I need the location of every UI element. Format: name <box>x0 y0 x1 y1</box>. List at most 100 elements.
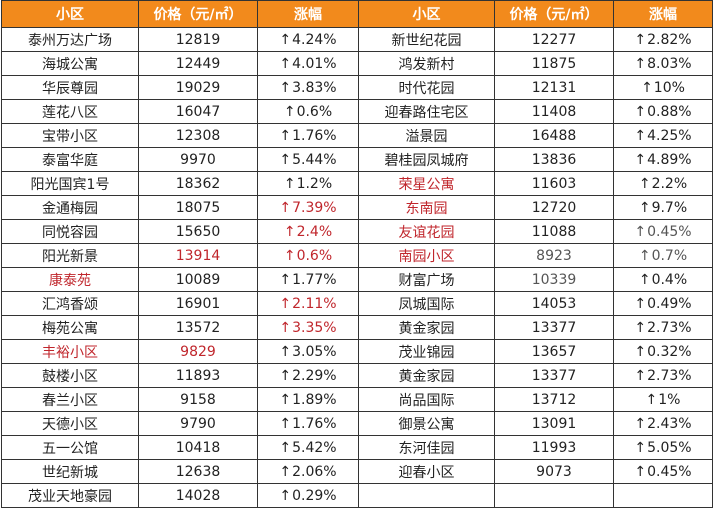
community-name-right: 时代花园 <box>358 75 495 100</box>
rise-cell-right: ↑0.45% <box>613 219 713 244</box>
community-name-right: 凤城国际 <box>358 291 495 316</box>
price-cell-left: 9829 <box>138 339 258 364</box>
up-arrow-icon: ↑ <box>634 55 647 72</box>
price-cell-left: 13914 <box>138 243 258 268</box>
price-cell-left: 9158 <box>138 387 258 412</box>
rise-value: 0.49% <box>647 295 692 312</box>
rise-value: 5.05% <box>647 439 692 456</box>
price-cell-left: 16047 <box>138 99 258 124</box>
community-name-left: 康泰苑 <box>1 267 139 292</box>
up-arrow-icon: ↑ <box>638 175 651 192</box>
up-arrow-icon: ↑ <box>283 223 296 240</box>
rise-cell-left: ↑4.24% <box>257 27 359 52</box>
price-cell-right: 11408 <box>494 99 614 124</box>
community-name-left: 五一公馆 <box>1 435 139 460</box>
rise-cell-right: ↑0.49% <box>613 291 713 316</box>
price-cell-left: 14028 <box>138 483 258 508</box>
community-name-right: 鸿发新村 <box>358 51 495 76</box>
community-name-right: 荣星公寓 <box>358 171 495 196</box>
rise-cell-right: ↑4.25% <box>613 123 713 148</box>
rise-cell-left: ↑5.42% <box>257 435 359 460</box>
table-row: 春兰小区 9158 ↑1.89% 尚品国际 13712 ↑1% <box>1 387 713 412</box>
up-arrow-icon: ↑ <box>279 31 292 48</box>
table-body: 泰州万达广场 12819 ↑4.24% 新世纪花园 12277 ↑2.82% 海城公寓 124… <box>1 27 713 508</box>
rise-cell-right: ↑10% <box>613 75 713 100</box>
community-name-right: 黄金家园 <box>358 363 495 388</box>
rise-cell-left: ↑3.83% <box>257 75 359 100</box>
header-community-left: 小区 <box>1 0 139 28</box>
rise-cell-right: ↑2.2% <box>613 171 713 196</box>
price-cell-left: 18362 <box>138 171 258 196</box>
table-row: 莲花八区 16047 ↑0.6% 迎春路住宅区 11408 ↑0.88% <box>1 99 713 124</box>
up-arrow-icon: ↑ <box>283 175 296 192</box>
rise-cell-right: ↑0.45% <box>613 459 713 484</box>
table-row: 阳光新景 13914 ↑0.6% 南园小区 8923 ↑0.7% <box>1 243 713 268</box>
rise-cell-right: ↑9.7% <box>613 195 713 220</box>
rise-value: 1.76% <box>292 127 337 144</box>
rise-value: 4.24% <box>292 31 337 48</box>
up-arrow-icon: ↑ <box>634 103 647 120</box>
price-cell-left: 13572 <box>138 315 258 340</box>
table-row: 五一公馆 10418 ↑5.42% 东河佳园 11993 ↑5.05% <box>1 435 713 460</box>
rise-value: 2.73% <box>647 367 692 384</box>
table-row: 鼓楼小区 11893 ↑2.29% 黄金家园 13377 ↑2.73% <box>1 363 713 388</box>
community-name-right: 御景公寓 <box>358 411 495 436</box>
community-name-right: 财富广场 <box>358 267 495 292</box>
up-arrow-icon: ↑ <box>279 391 292 408</box>
rise-value: 2.06% <box>292 463 337 480</box>
table-row: 天德小区 9790 ↑1.76% 御景公寓 13091 ↑2.43% <box>1 411 713 436</box>
community-name-left: 阳光国宾1号 <box>1 171 139 196</box>
price-cell-left: 12819 <box>138 27 258 52</box>
up-arrow-icon: ↑ <box>634 127 647 144</box>
table-row: 茂业天地豪园 14028 ↑0.29% <box>1 483 713 508</box>
community-name-right: 尚品国际 <box>358 387 495 412</box>
community-name-right: 迎春路住宅区 <box>358 99 495 124</box>
table-row: 金通梅园 18075 ↑7.39% 东南园 12720 ↑9.7% <box>1 195 713 220</box>
rise-cell-left: ↑5.44% <box>257 147 359 172</box>
rise-value: 2.73% <box>647 319 692 336</box>
community-name-right: 友谊花园 <box>358 219 495 244</box>
empty-cell <box>358 483 495 508</box>
rise-value: 7.39% <box>292 199 337 216</box>
up-arrow-icon: ↑ <box>634 415 647 432</box>
community-name-left: 华辰尊园 <box>1 75 139 100</box>
rise-value: 0.6% <box>296 247 333 264</box>
up-arrow-icon: ↑ <box>279 55 292 72</box>
up-arrow-icon: ↑ <box>634 319 647 336</box>
community-name-left: 梅苑公寓 <box>1 315 139 340</box>
up-arrow-icon: ↑ <box>645 391 658 408</box>
price-cell-right: 8923 <box>494 243 614 268</box>
rise-cell-left: ↑1.2% <box>257 171 359 196</box>
rise-cell-left: ↑0.6% <box>257 99 359 124</box>
table-row: 康泰苑 10089 ↑1.77% 财富广场 10339 ↑0.4% <box>1 267 713 292</box>
rise-value: 4.25% <box>647 127 692 144</box>
community-name-right: 茂业锦园 <box>358 339 495 364</box>
community-name-right: 黄金家园 <box>358 315 495 340</box>
community-name-right: 碧桂园凤城府 <box>358 147 495 172</box>
community-name-right: 东河佳园 <box>358 435 495 460</box>
up-arrow-icon: ↑ <box>283 247 296 264</box>
rise-cell-left: ↑2.11% <box>257 291 359 316</box>
price-cell-right: 11603 <box>494 171 614 196</box>
table-row: 泰富华庭 9970 ↑5.44% 碧桂园凤城府 13836 ↑4.89% <box>1 147 713 172</box>
empty-cell <box>613 483 713 508</box>
community-name-left: 茂业天地豪园 <box>1 483 139 508</box>
rise-cell-left: ↑3.05% <box>257 339 359 364</box>
up-arrow-icon: ↑ <box>279 439 292 456</box>
price-cell-left: 11893 <box>138 363 258 388</box>
header-price-left: 价格（元/㎡） <box>138 0 258 28</box>
up-arrow-icon: ↑ <box>641 79 653 96</box>
community-name-right: 迎春小区 <box>358 459 495 484</box>
up-arrow-icon: ↑ <box>279 415 292 432</box>
up-arrow-icon: ↑ <box>634 223 647 240</box>
community-name-left: 鼓楼小区 <box>1 363 139 388</box>
rise-cell-left: ↑2.29% <box>257 363 359 388</box>
rise-value: 1.2% <box>296 175 333 192</box>
community-name-right: 新世纪花园 <box>358 27 495 52</box>
price-cell-right: 13091 <box>494 411 614 436</box>
header-rise-right: 涨幅 <box>613 0 713 28</box>
rise-value: 1.76% <box>292 415 337 432</box>
price-cell-right: 10339 <box>494 267 614 292</box>
table-row: 世纪新城 12638 ↑2.06% 迎春小区 9073 ↑0.45% <box>1 459 713 484</box>
table-row: 阳光国宾1号 18362 ↑1.2% 荣星公寓 11603 ↑2.2% <box>1 171 713 196</box>
